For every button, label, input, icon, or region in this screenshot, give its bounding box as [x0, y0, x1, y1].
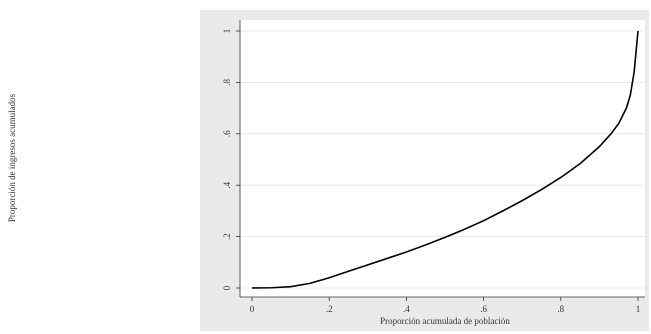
x-tick-label-5: 1 [636, 304, 641, 314]
x-tick-label-4: .8 [557, 304, 564, 314]
y-axis-ticks: 0 .2 .4 .6 .8 1 [222, 29, 240, 290]
y-axis-title: Proporción de ingresos acumulados [7, 93, 17, 222]
x-tick-label-3: .6 [480, 304, 487, 314]
y-tick-label-0: 0 [222, 285, 232, 290]
gridlines [240, 30, 645, 289]
plot-area [240, 20, 645, 297]
series-layer [251, 30, 639, 289]
y-tick-label-5: 1 [222, 29, 232, 34]
x-axis-title: Proporción acumulada de población [380, 316, 510, 326]
series-line-0 [251, 30, 639, 289]
y-tick-label-1: .2 [222, 233, 232, 240]
x-axis-ticks: 0 .2 .4 .6 .8 1 [250, 297, 641, 314]
y-tick-label-3: .6 [222, 130, 232, 137]
x-tick-label-2: .4 [403, 304, 410, 314]
y-tick-label-4: .8 [222, 79, 232, 86]
x-tick-label-0: 0 [250, 304, 255, 314]
y-tick-label-2: .4 [222, 181, 232, 188]
x-tick-label-1: .2 [326, 304, 333, 314]
